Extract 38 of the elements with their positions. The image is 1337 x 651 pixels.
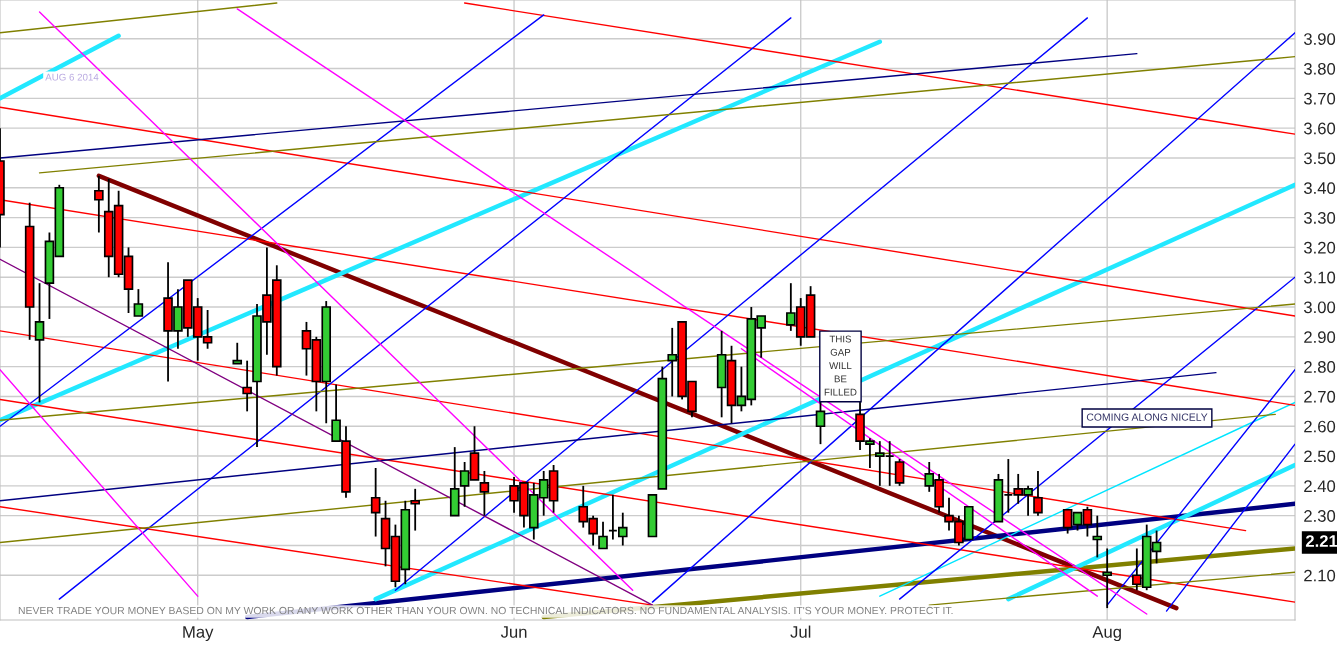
y-tick-label: 2.80: [1304, 361, 1336, 373]
y-tick-label: 3.20: [1303, 241, 1336, 254]
candlestick: [894, 458, 905, 487]
candlestick: [242, 359, 252, 413]
y-tick-label: 3.70: [1303, 92, 1336, 105]
text: 2.21: [1305, 535, 1337, 547]
candlestick: [232, 341, 243, 365]
y-tick-label: 2.50: [1304, 450, 1336, 463]
annotation: THIS GAP WILL BE FILLED: [824, 335, 857, 396]
x-tick-label: Jun: [500, 626, 527, 638]
y-tick-label: 2.10: [1304, 569, 1336, 582]
candlestick: [1102, 547, 1112, 609]
y-tick-label: 3.00: [1303, 301, 1336, 314]
x-tick-label: Jul: [790, 625, 811, 638]
y-tick-label: 3.30: [1303, 212, 1336, 224]
x-tick-label: May: [183, 626, 214, 642]
candlestick: [34, 282, 45, 404]
y-tick-label: 3.80: [1303, 62, 1336, 75]
annotation: NEVER TRADE YOUR MONEY BASED ON MY WORK OR ANY WORK OTHER THAN YOUR OWN. NO TECHNICAL INDICATORS. NO FUNDAMENTAL ANALYSIS. IT'S YOUR MONEY. PROTECT IT.: [18, 606, 953, 615]
y-tick-label: 2.30: [1304, 510, 1336, 522]
text: AUG 6 2014: [45, 73, 99, 81]
y-tick-label: 3.90: [1303, 33, 1336, 45]
y-tick-label: 3.10: [1303, 271, 1336, 284]
annotation: COMING ALONG NICELY: [1086, 413, 1208, 421]
y-tick-label: 3.60: [1303, 122, 1336, 135]
candlestick: [598, 520, 608, 550]
y-tick-label: 3.40: [1303, 182, 1336, 194]
candlestick: [1033, 470, 1043, 517]
candlestick: [133, 288, 144, 317]
candlestick: [479, 470, 490, 517]
y-tick-label: 2.90: [1304, 331, 1336, 344]
y-tick-label: 3.50: [1303, 152, 1336, 165]
candlestick: [370, 467, 381, 538]
candlestick: [410, 487, 420, 532]
y-tick-label: 2.60: [1304, 420, 1336, 433]
x-tick-label: Aug: [1092, 626, 1121, 642]
y-tick-label: 2.40: [1304, 480, 1336, 493]
y-tick-label: 2.70: [1304, 390, 1336, 403]
